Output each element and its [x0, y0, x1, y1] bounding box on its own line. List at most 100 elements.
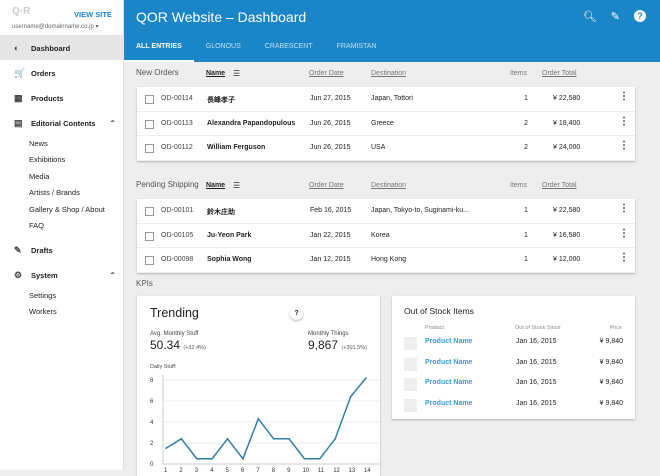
- search-icon[interactable]: 🔍︎: [582, 11, 597, 23]
- stock-row: Product Name Jan 16, 2015 ¥ 9,840: [392, 378, 635, 398]
- table-row[interactable]: OD-00112 William Ferguson Jun 26, 2015 USA 2…: [137, 136, 635, 161]
- product-link[interactable]: Product Name: [425, 379, 473, 387]
- price: ¥ 9,840: [599, 338, 623, 345]
- more-vert-icon[interactable]: ⋮: [619, 227, 629, 239]
- sidebar-item-dashboard[interactable]: ◐ Dashboard: [0, 36, 124, 60]
- label: Orders: [31, 68, 56, 78]
- chevron-up-icon: ⌃: [109, 270, 116, 280]
- sort-name[interactable]: Name: [206, 70, 226, 77]
- row-checkbox[interactable]: [145, 119, 154, 129]
- sidebar-item-system[interactable]: ⚙ System ⌃: [0, 263, 124, 287]
- table-row[interactable]: OD-00113 Alexandra Papandopulous Jun 26, 2…: [137, 112, 635, 136]
- col-total[interactable]: Order Total: [542, 70, 577, 77]
- col-date[interactable]: Order Date: [309, 70, 344, 77]
- grid-icon: ▦: [14, 92, 23, 103]
- table-row[interactable]: OD-00105 Ju-Yeon Park Jan 22, 2015 Korea 1 ¥ …: [137, 224, 635, 248]
- sidebar-item-drafts[interactable]: ✎ Drafts: [0, 238, 124, 262]
- order-date: Jun 26, 2015: [310, 119, 351, 127]
- table-row[interactable]: OD-00101 鈴木庄助 Feb 16, 2015 Japan, Tokyo-to,…: [137, 199, 635, 224]
- col-dest[interactable]: Destination: [371, 70, 407, 77]
- row-checkbox[interactable]: [145, 231, 154, 241]
- brand: Q·R VIEW SITE username@domainname.co.jp …: [0, 0, 123, 36]
- data-point: [365, 377, 367, 379]
- sidebar-subitem[interactable]: Media: [29, 171, 50, 181]
- product-link[interactable]: Product Name: [425, 400, 473, 408]
- col-date[interactable]: Order Date: [309, 182, 344, 189]
- series-line: [165, 377, 367, 461]
- product-link[interactable]: Product Name: [425, 358, 473, 366]
- sort-name[interactable]: Name: [206, 182, 226, 189]
- chevron-up-icon: ⌃: [109, 118, 116, 128]
- more-vert-icon[interactable]: ⋮: [619, 91, 629, 102]
- x-tick-label: 6: [241, 468, 245, 474]
- sort-icon[interactable]: ☰: [233, 69, 241, 78]
- app-header: QOR Website – Dashboard 🔍︎ ✎ ? ALL ENTRI…: [124, 0, 660, 62]
- user-menu[interactable]: username@domainname.co.jp ▾: [12, 24, 99, 30]
- x-tick-label: 4: [210, 468, 214, 474]
- col-dest[interactable]: Destination: [371, 182, 407, 189]
- sidebar-subitem[interactable]: News: [29, 138, 48, 148]
- tab-crabescent[interactable]: CRABESCENT: [264, 43, 313, 50]
- sidebar-subitem[interactable]: FAQ: [29, 221, 45, 231]
- sidebar-subitem[interactable]: Workers: [29, 307, 57, 317]
- order-date: Feb 16, 2015: [310, 207, 352, 214]
- customer-name: 鈴木庄助: [207, 209, 235, 216]
- tab-framistan[interactable]: FRAMISTAN: [336, 43, 377, 50]
- y-tick-label: 2: [150, 441, 154, 447]
- more-vert-icon[interactable]: ⋮: [619, 140, 629, 151]
- x-tick-label: 13: [349, 468, 356, 474]
- sidebar-item-orders[interactable]: 🛒 Orders: [0, 61, 124, 85]
- edit-icon[interactable]: ✎: [610, 11, 620, 23]
- x-tick-label: 3: [195, 468, 199, 474]
- sidebar: Q·R VIEW SITE username@domainname.co.jp …: [0, 0, 124, 470]
- data-point: [180, 438, 183, 440]
- help-button[interactable]: ?: [290, 307, 303, 320]
- stock-row: Product Name Jan 16, 2015 ¥ 9,840: [392, 357, 635, 378]
- sort-icon[interactable]: ☰: [233, 181, 241, 190]
- col-total[interactable]: Order Total: [542, 182, 577, 189]
- sidebar-item-products[interactable]: ▦ Products: [0, 86, 124, 110]
- table-row[interactable]: OD-00114 長峰孝子 Jun 27, 2015 Japan, Tottori 1 ¥…: [137, 87, 635, 112]
- y-tick-label: 4: [150, 420, 154, 426]
- product-link[interactable]: Product Name: [425, 338, 473, 345]
- label: Dashboard: [31, 43, 71, 53]
- data-point: [334, 438, 337, 440]
- help-icon[interactable]: ?: [634, 10, 646, 22]
- chart-title: Daily Stuff:: [150, 364, 177, 370]
- data-point: [257, 418, 260, 420]
- kpis-title: KPIs: [136, 279, 153, 288]
- sidebar-subitem[interactable]: Artists / Brands: [29, 188, 80, 198]
- sidebar-subitem[interactable]: Settings: [29, 290, 57, 300]
- avg-change: (+32.4%): [183, 345, 206, 351]
- x-tick-label: 10: [302, 468, 309, 474]
- x-tick-label: 7: [256, 468, 260, 474]
- row-checkbox[interactable]: [145, 95, 154, 104]
- label: Drafts: [31, 245, 53, 255]
- tab-all-entries[interactable]: ALL ENTRIES: [124, 43, 194, 62]
- data-point: [242, 457, 244, 460]
- view-site-link[interactable]: VIEW SITE: [74, 10, 112, 19]
- more-vert-icon[interactable]: ⋮: [619, 115, 629, 127]
- more-vert-icon[interactable]: ⋮: [619, 203, 629, 214]
- table-row[interactable]: OD-00098 Sophia Wong Jan 12, 2015 Hong Kong…: [137, 248, 635, 273]
- new_orders-table: OD-00114 長峰孝子 Jun 27, 2015 Japan, Tottori 1 ¥…: [137, 87, 635, 161]
- sidebar-subitem[interactable]: Exhibitions: [29, 155, 66, 165]
- order-total: ¥ 24,000: [553, 144, 581, 151]
- more-vert-icon[interactable]: ⋮: [619, 252, 629, 263]
- col-items: Items: [510, 182, 528, 189]
- x-tick-label: 8: [272, 468, 276, 474]
- row-checkbox[interactable]: [145, 207, 154, 216]
- price: ¥ 9,840: [599, 400, 623, 408]
- data-point: [349, 396, 352, 398]
- row-checkbox[interactable]: [145, 144, 154, 153]
- order-total: ¥ 18,400: [553, 119, 581, 127]
- data-point: [195, 457, 198, 460]
- row-checkbox[interactable]: [145, 256, 154, 265]
- sidebar-item-editorial[interactable]: ▤ Editorial Contents ⌃: [0, 111, 124, 135]
- y-tick-label: 6: [150, 399, 154, 405]
- product-thumbnail: [404, 357, 417, 371]
- sidebar-subitem[interactable]: Gallery & Shop / About: [29, 204, 105, 214]
- tab-glonous[interactable]: GLONOUS: [205, 43, 241, 50]
- pending-header: Pending Shipping Name ☰ Order Date Destinati…: [136, 180, 636, 192]
- order-date: Jun 26, 2015: [310, 144, 351, 151]
